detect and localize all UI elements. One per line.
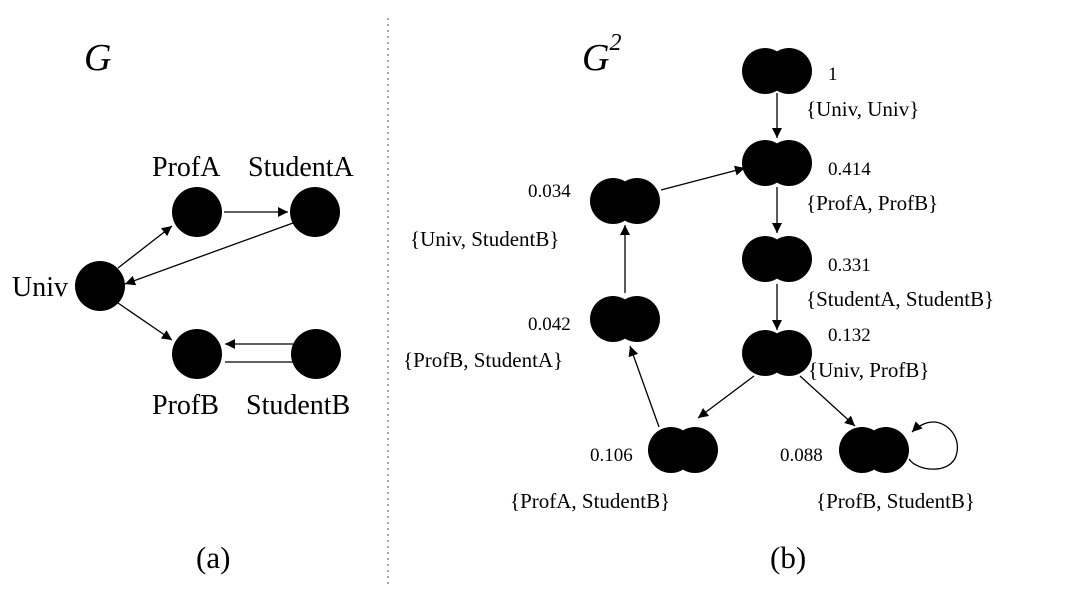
edge-n8-n2 xyxy=(660,165,746,191)
pair-n4: {Univ, ProfB} xyxy=(808,358,929,382)
label-profA: ProfA xyxy=(152,152,221,183)
edge-n4-n6 xyxy=(799,375,856,427)
label-profB: ProfB xyxy=(152,390,219,421)
pair-n8: {Univ, StudentB} xyxy=(410,227,559,251)
node-n2 xyxy=(742,140,812,186)
pair-n5: {ProfA, StudentB} xyxy=(510,489,670,513)
node-studentA xyxy=(290,187,340,237)
pair-n6: {ProfB, StudentB} xyxy=(816,489,975,513)
node-n3 xyxy=(742,236,812,282)
node-studentB xyxy=(291,329,341,379)
edge-n5-n7 xyxy=(628,345,660,428)
pair-n3: {StudentA, StudentB} xyxy=(806,287,994,311)
right-panel-title-superscript: 2 xyxy=(609,30,621,56)
score-n5: 0.106 xyxy=(590,445,633,466)
edge-univ-profA xyxy=(117,225,173,269)
node-profB xyxy=(172,329,222,379)
score-n6: 0.088 xyxy=(780,445,823,466)
left-panel-caption: (a) xyxy=(196,540,230,575)
right-panel: G2 1 0.414 0.331 0.132 0.106 0.088 0.042… xyxy=(403,30,994,575)
pair-n7: {ProfB, StudentA} xyxy=(403,348,563,372)
label-univ: Univ xyxy=(12,272,68,303)
pair-n2: {ProfA, ProfB} xyxy=(806,191,938,215)
node-univ xyxy=(75,261,125,311)
score-n4: 0.132 xyxy=(828,325,871,346)
pair-n1: {Univ, Univ} xyxy=(806,97,919,121)
node-profA xyxy=(172,187,222,237)
edge-n6-self-loop xyxy=(908,421,958,470)
score-n1: 1 xyxy=(828,64,838,85)
label-studentB: StudentB xyxy=(246,390,350,421)
node-n6 xyxy=(839,427,909,473)
label-studentA: StudentA xyxy=(248,152,355,183)
score-n8: 0.034 xyxy=(528,181,571,202)
node-n8 xyxy=(590,178,660,224)
left-panel: G Univ ProfA StudentA ProfB StudentB (a) xyxy=(12,37,355,575)
right-panel-title-base: G xyxy=(582,37,609,79)
edge-studentA-univ xyxy=(124,222,294,286)
score-n3: 0.331 xyxy=(828,255,871,276)
node-n1 xyxy=(742,48,812,94)
score-n2: 0.414 xyxy=(828,159,871,180)
right-panel-title: G2 xyxy=(582,30,621,79)
right-panel-caption: (b) xyxy=(770,540,806,575)
score-n7: 0.042 xyxy=(528,314,571,335)
node-n4 xyxy=(742,330,812,376)
left-panel-title: G xyxy=(84,37,111,79)
node-n7 xyxy=(590,296,660,342)
edge-n4-n5 xyxy=(697,375,755,419)
edge-univ-profB xyxy=(117,302,173,341)
node-n5 xyxy=(648,427,718,473)
